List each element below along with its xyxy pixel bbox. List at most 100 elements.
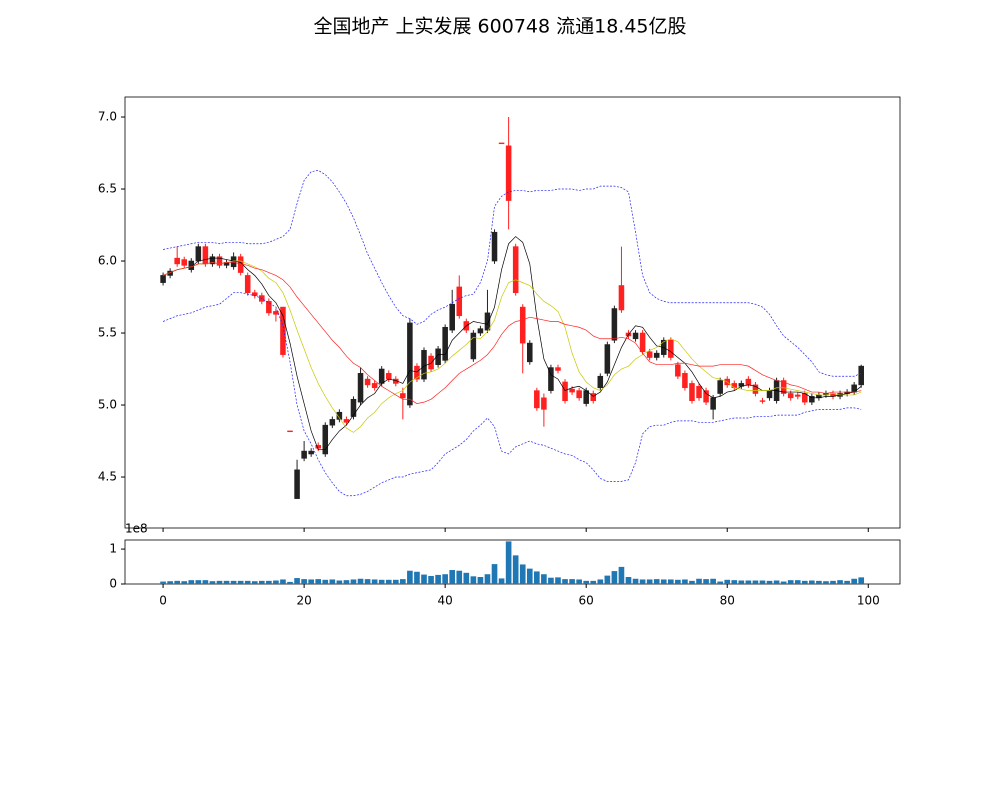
moving-average (162, 260, 862, 433)
volume-bar (667, 579, 674, 584)
volume-bar (371, 579, 378, 584)
candle-body (371, 383, 378, 389)
candle-body (322, 424, 329, 455)
volume-bar (689, 580, 695, 584)
candle-body (400, 393, 406, 399)
volume-bar (682, 579, 688, 584)
candle-body (209, 256, 216, 265)
volume-bar (181, 581, 188, 584)
volume-bar (364, 579, 371, 584)
candle-body (639, 332, 646, 353)
volume-bar (512, 555, 519, 584)
y-tick-label: 5.5 (98, 326, 117, 340)
candle-body (449, 303, 455, 331)
candle-body (435, 348, 441, 366)
candle-body (174, 257, 180, 265)
volume-bar (477, 577, 484, 584)
volume-bar (237, 580, 244, 584)
candle-body (407, 322, 413, 406)
candle-body (618, 285, 625, 311)
candle-body (273, 311, 279, 315)
volume-bar (230, 580, 237, 584)
volume-bar (858, 577, 865, 584)
volume-bar (273, 580, 279, 584)
volume-bar (675, 579, 681, 584)
volume-bar (407, 570, 413, 584)
candle-body (188, 260, 195, 270)
candle-body (646, 351, 653, 358)
candle-body (611, 308, 618, 341)
candle-body (780, 380, 787, 394)
candle-body (491, 231, 498, 262)
volume-bar (618, 566, 625, 584)
volume-bar (188, 580, 195, 584)
volume-bar (646, 579, 653, 584)
volume-bar (844, 580, 850, 584)
candle-body (498, 142, 505, 145)
x-tick-label: 100 (857, 594, 880, 608)
volume-bar (794, 580, 801, 584)
volume-bar (428, 575, 434, 584)
candle-body (294, 469, 300, 499)
volume-bar (308, 579, 314, 584)
plot-frame (124, 96, 901, 529)
volume-bar (555, 577, 561, 584)
candle-body (202, 246, 209, 265)
volume-bar (491, 564, 498, 584)
y-tick-label: 5.0 (98, 398, 117, 412)
candle-body (527, 342, 533, 363)
candle-body (160, 275, 166, 283)
volume-bar (470, 576, 477, 584)
volume-bar (505, 541, 512, 584)
candle-body (766, 390, 773, 399)
candle-body (315, 445, 321, 449)
volume-bar (315, 579, 322, 584)
candle-body (350, 398, 357, 417)
volume-bar (449, 570, 456, 584)
volume-bar (463, 572, 470, 584)
candle-body (505, 145, 512, 201)
volume-bar (710, 578, 716, 584)
candle-body (745, 378, 752, 386)
volume-bar (357, 578, 364, 584)
candle-body (519, 306, 526, 344)
candle-body (675, 364, 681, 377)
candle-body (251, 292, 258, 296)
candle-body (414, 365, 420, 380)
volume-bar (611, 571, 618, 584)
volume-bar (590, 580, 597, 584)
volume-frame (124, 539, 901, 585)
volume-bar (816, 580, 822, 584)
candle-body (731, 383, 738, 389)
volume-bar (280, 579, 286, 584)
volume-bar (174, 580, 181, 584)
y-tick-label: 4.5 (98, 470, 117, 484)
volume-bar (258, 580, 265, 584)
candle-body (668, 339, 674, 358)
volume-bar (244, 580, 251, 584)
volume-bar (421, 574, 427, 584)
volume-bar (837, 580, 843, 584)
axis-offset-label: 1e8 (125, 522, 148, 536)
y-tick-label: 1 (109, 542, 117, 556)
volume-bar (717, 581, 723, 584)
volume-bar (202, 580, 209, 584)
candle-body (590, 393, 597, 402)
volume-bar (562, 579, 568, 584)
candle-body (562, 381, 568, 402)
candle-body (301, 450, 307, 459)
volume-bar (745, 580, 752, 584)
volume-bar (773, 580, 780, 584)
volume-bar (519, 564, 526, 584)
volume-bar (738, 580, 745, 584)
candle-body (428, 355, 434, 370)
candle-body (759, 400, 766, 402)
candle-body (717, 380, 723, 394)
candle-body (244, 275, 251, 293)
candle-body (569, 388, 575, 393)
volume-bar (266, 580, 272, 584)
volume-bar (780, 581, 787, 584)
candle-body (689, 383, 695, 402)
candle-body (484, 312, 491, 331)
volume-bar (703, 579, 709, 584)
